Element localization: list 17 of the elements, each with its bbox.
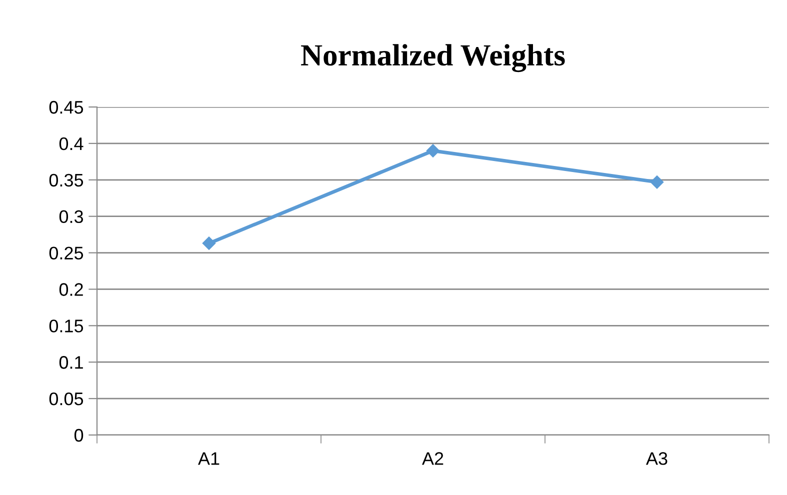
y-tick-label: 0.15 — [49, 320, 84, 332]
y-tick-label: 0.1 — [59, 356, 83, 369]
point — [202, 236, 216, 250]
y-tick-label: 0.25 — [49, 246, 84, 260]
y-tick-label: 0 — [74, 428, 84, 442]
chart-title: Normalized Weights — [301, 44, 565, 72]
y-tick-label: 0.3 — [59, 210, 84, 224]
point — [426, 144, 440, 158]
x-tick-label: A2 — [422, 452, 444, 465]
y-tick-label: 0.05 — [49, 392, 84, 406]
y-tick-label: 0.2 — [59, 283, 83, 296]
y-tick-label: 0.4 — [59, 137, 84, 150]
y-tick-label: 0.35 — [49, 174, 84, 187]
y-tick-label: 0.45 — [49, 100, 84, 114]
x-tick-label: A1 — [198, 452, 220, 465]
point — [650, 175, 664, 189]
x-tick-label: A3 — [646, 452, 668, 465]
